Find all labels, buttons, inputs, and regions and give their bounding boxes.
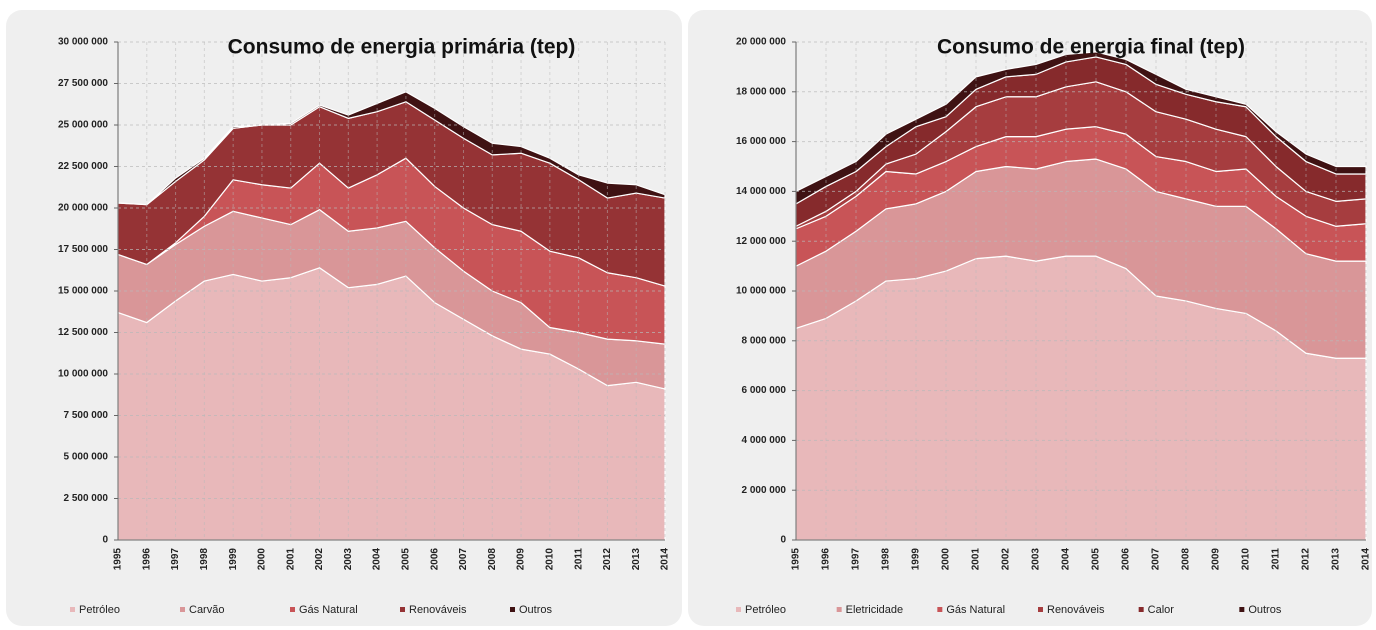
y-tick-label: 7 500 000: [64, 410, 109, 421]
x-tick-label: 2006: [429, 548, 440, 571]
y-tick-label: 10 000 000: [58, 369, 108, 380]
x-tick-label: 1997: [170, 548, 181, 571]
y-tick-label: 16 000 000: [736, 136, 786, 147]
legend-swatch: [400, 607, 405, 612]
legend-swatch: [937, 607, 943, 612]
legend-label: Eletricidade: [846, 604, 903, 616]
y-tick-label: 22 500 000: [58, 161, 108, 172]
x-tick-label: 1998: [199, 548, 210, 571]
x-tick-label: 2005: [1091, 548, 1102, 571]
chart-title: Consumo de energia final (tep): [937, 36, 1245, 59]
y-tick-label: 8 000 000: [742, 335, 787, 346]
y-tick-label: 14 000 000: [736, 186, 786, 197]
legend-swatch: [1239, 607, 1245, 612]
legend-swatch: [836, 607, 842, 612]
x-tick-label: 2008: [487, 548, 498, 571]
legend-swatch: [510, 607, 515, 612]
x-tick-label: 2003: [1031, 548, 1042, 571]
x-tick-label: 2009: [516, 548, 527, 571]
x-tick-label: 2006: [1121, 548, 1132, 571]
legend-label: Outros: [519, 604, 553, 616]
x-tick-label: 2008: [1181, 548, 1192, 571]
legend-label: Renováveis: [1047, 604, 1105, 616]
y-tick-label: 20 000 000: [58, 203, 108, 214]
area: [117, 91, 666, 206]
legend-swatch: [1038, 607, 1043, 612]
legend-label: Renováveis: [409, 604, 467, 616]
x-tick-label: 1996: [141, 548, 152, 571]
x-tick-label: 2001: [285, 548, 296, 571]
x-tick-label: 2014: [660, 548, 671, 571]
x-tick-label: 2002: [314, 548, 325, 571]
legend-swatch: [1138, 607, 1144, 612]
x-tick-label: 2000: [257, 548, 268, 571]
x-tick-label: 1997: [851, 548, 862, 571]
x-tick-label: 1999: [911, 548, 922, 571]
x-tick-label: 2013: [1331, 548, 1342, 571]
y-tick-label: 25 000 000: [58, 120, 108, 131]
x-tick-label: 1999: [228, 548, 239, 571]
y-tick-label: 20 000 000: [736, 37, 786, 48]
y-tick-label: 12 500 000: [58, 327, 108, 338]
x-tick-label: 1998: [881, 548, 892, 571]
x-tick-label: 2004: [1061, 548, 1072, 571]
y-tick-label: 18 000 000: [736, 86, 786, 97]
legend-label: Outros: [1248, 604, 1282, 616]
x-tick-label: 2001: [971, 548, 982, 571]
x-tick-label: 2010: [1241, 548, 1252, 571]
y-tick-label: 17 500 000: [58, 244, 108, 255]
x-tick-label: 2013: [631, 548, 642, 571]
y-tick-label: 5 000 000: [64, 452, 109, 463]
x-tick-label: 2012: [602, 548, 613, 571]
x-tick-label: 2009: [1211, 548, 1222, 571]
y-tick-label: 0: [102, 535, 108, 546]
y-tick-label: 12 000 000: [736, 236, 786, 247]
y-tick-label: 2 500 000: [64, 493, 109, 504]
legend-label: Gás Natural: [946, 604, 1005, 616]
x-tick-label: 2005: [401, 548, 412, 571]
chart-title: Consumo de energia primária (tep): [228, 36, 576, 59]
legend-swatch: [180, 607, 185, 612]
x-tick-label: 2000: [941, 548, 952, 571]
area: [795, 51, 1367, 205]
y-tick-label: 30 000 000: [58, 37, 108, 48]
x-tick-label: 1995: [113, 548, 124, 571]
x-tick-label: 2007: [1151, 548, 1162, 571]
y-tick-label: 6 000 000: [742, 385, 787, 396]
legend-label: Calor: [1148, 604, 1175, 616]
y-tick-label: 2 000 000: [742, 485, 787, 496]
x-tick-label: 2011: [1271, 548, 1282, 570]
y-tick-label: 0: [780, 535, 786, 546]
x-tick-label: 1995: [791, 548, 802, 571]
x-tick-label: 2011: [573, 548, 584, 570]
x-tick-label: 2010: [544, 548, 555, 571]
y-tick-label: 4 000 000: [742, 435, 787, 446]
legend-label: Petróleo: [745, 604, 786, 616]
legend-swatch: [290, 607, 295, 612]
legend-swatch: [70, 607, 75, 612]
x-tick-label: 2003: [343, 548, 354, 571]
x-tick-label: 2014: [1361, 548, 1372, 571]
x-tick-label: 2007: [458, 548, 469, 571]
legend-swatch: [736, 607, 741, 612]
x-tick-label: 2004: [372, 548, 383, 571]
legend-label: Carvão: [189, 604, 224, 616]
legend-label: Petróleo: [79, 604, 120, 616]
x-tick-label: 2012: [1301, 548, 1312, 571]
y-tick-label: 10 000 000: [736, 286, 786, 297]
x-tick-label: 1996: [821, 548, 832, 571]
y-tick-label: 27 500 000: [58, 78, 108, 89]
x-tick-label: 2002: [1001, 548, 1012, 571]
y-tick-label: 15 000 000: [58, 286, 108, 297]
legend-label: Gás Natural: [299, 604, 358, 616]
